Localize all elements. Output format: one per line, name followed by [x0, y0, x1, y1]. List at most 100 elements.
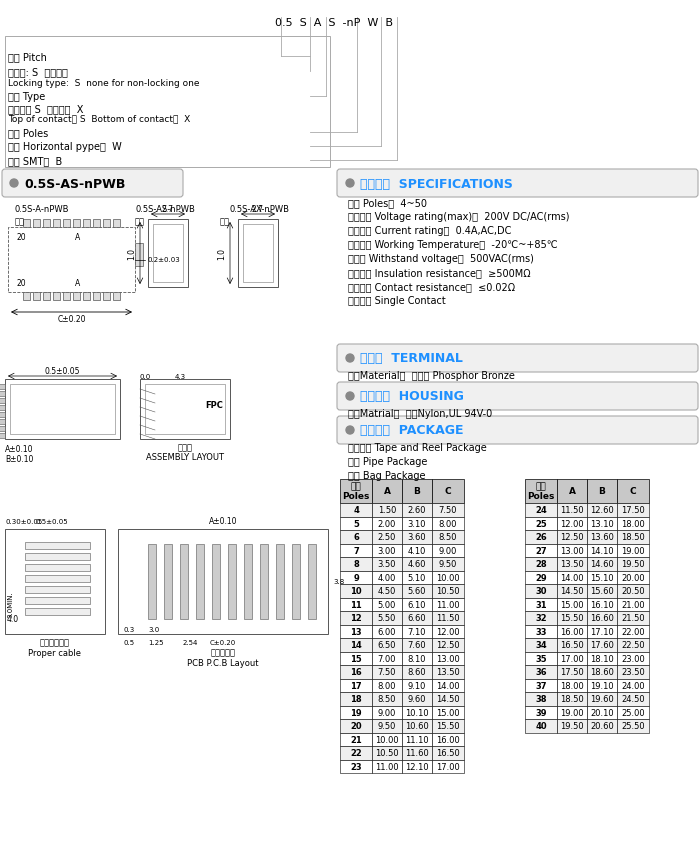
- Text: 0.3: 0.3: [123, 626, 134, 632]
- Bar: [402, 480, 432, 504]
- Bar: [93, 220, 100, 228]
- Text: A±0.10: A±0.10: [209, 517, 237, 526]
- Text: 0.5S-AS-nPWB: 0.5S-AS-nPWB: [135, 205, 195, 214]
- Bar: [372, 585, 402, 598]
- Text: 8: 8: [353, 560, 359, 568]
- Bar: [525, 706, 557, 719]
- Text: 安装图: 安装图: [178, 443, 193, 452]
- Text: 2.50: 2.50: [378, 533, 396, 542]
- Bar: [63, 220, 70, 228]
- Bar: [402, 544, 432, 557]
- Text: A±0.10: A±0.10: [5, 445, 34, 454]
- Text: C±0.20: C±0.20: [210, 639, 236, 645]
- Text: 12.50: 12.50: [560, 533, 584, 542]
- Bar: [372, 517, 402, 530]
- Bar: [617, 517, 649, 530]
- Text: 極數 Poles: 極數 Poles: [8, 127, 48, 138]
- Text: 7.00: 7.00: [378, 654, 396, 663]
- Bar: [587, 638, 617, 652]
- Bar: [238, 220, 278, 288]
- Bar: [372, 733, 402, 746]
- Text: 4.60: 4.60: [407, 560, 426, 568]
- Bar: [617, 706, 649, 719]
- Text: 6.10: 6.10: [407, 600, 426, 609]
- Text: 0.30±0.05: 0.30±0.05: [5, 518, 42, 524]
- Bar: [340, 530, 372, 544]
- Bar: [113, 293, 120, 300]
- Text: 19.60: 19.60: [590, 695, 614, 703]
- Bar: [340, 544, 372, 557]
- Bar: [617, 571, 649, 585]
- FancyBboxPatch shape: [337, 382, 698, 411]
- Text: 3.10: 3.10: [407, 519, 426, 528]
- Text: 尾接: 尾接: [220, 217, 230, 226]
- Text: 16.00: 16.00: [436, 735, 460, 744]
- Bar: [0, 426, 5, 431]
- Text: 20: 20: [16, 233, 26, 242]
- Text: 7.50: 7.50: [378, 667, 396, 677]
- Bar: [402, 611, 432, 625]
- Bar: [557, 638, 587, 652]
- Bar: [432, 666, 464, 678]
- Text: 0.5S-AS-nPWB: 0.5S-AS-nPWB: [24, 177, 125, 190]
- Bar: [5, 530, 105, 635]
- Text: B: B: [598, 487, 606, 496]
- Bar: [557, 706, 587, 719]
- Text: 10.50: 10.50: [375, 748, 399, 758]
- Text: 側接: 側接: [135, 217, 145, 226]
- Text: 24: 24: [535, 505, 547, 515]
- FancyBboxPatch shape: [337, 344, 698, 373]
- Text: 14.00: 14.00: [560, 573, 584, 582]
- Text: 1.25: 1.25: [148, 639, 164, 645]
- Text: 臥式 Horizontal pype：  W: 臥式 Horizontal pype： W: [8, 142, 122, 152]
- Bar: [164, 544, 172, 619]
- Bar: [525, 638, 557, 652]
- Bar: [25, 586, 90, 593]
- Bar: [402, 733, 432, 746]
- Bar: [617, 557, 649, 571]
- Bar: [340, 611, 372, 625]
- Text: 0.2±0.03: 0.2±0.03: [147, 257, 180, 263]
- Bar: [617, 638, 649, 652]
- Text: 0.5  S  A  S  -nP  W  B: 0.5 S A S -nP W B: [275, 18, 393, 28]
- Bar: [557, 692, 587, 706]
- Bar: [73, 293, 80, 300]
- Bar: [402, 571, 432, 585]
- Bar: [0, 406, 5, 411]
- Bar: [402, 557, 432, 571]
- Bar: [525, 611, 557, 625]
- Text: 4.0: 4.0: [7, 615, 19, 623]
- Text: 塑膠本體  HOUSING: 塑膠本體 HOUSING: [360, 390, 464, 403]
- Text: 18.00: 18.00: [560, 681, 584, 690]
- Circle shape: [346, 180, 354, 188]
- Bar: [432, 517, 464, 530]
- Text: 35: 35: [536, 654, 547, 663]
- Text: 接觸電阻 Contact resistance：  ≤0.02Ω: 接觸電阻 Contact resistance： ≤0.02Ω: [348, 282, 515, 292]
- Bar: [340, 480, 372, 504]
- Text: 16.10: 16.10: [590, 600, 614, 609]
- Bar: [212, 544, 220, 619]
- Text: 9.00: 9.00: [378, 708, 396, 717]
- Bar: [25, 564, 90, 572]
- Bar: [372, 759, 402, 773]
- Bar: [402, 666, 432, 678]
- Bar: [228, 544, 236, 619]
- Text: 31: 31: [536, 600, 547, 609]
- Text: 18.00: 18.00: [621, 519, 645, 528]
- Bar: [25, 608, 90, 616]
- Bar: [525, 517, 557, 530]
- Text: 13.00: 13.00: [436, 654, 460, 663]
- Bar: [617, 692, 649, 706]
- Text: 12.00: 12.00: [560, 519, 584, 528]
- Bar: [432, 557, 464, 571]
- Text: 1.0: 1.0: [217, 248, 226, 260]
- Text: 4.50: 4.50: [378, 586, 396, 596]
- Bar: [432, 733, 464, 746]
- Text: 8.10: 8.10: [407, 654, 426, 663]
- Bar: [617, 598, 649, 611]
- Text: 8.60: 8.60: [407, 667, 426, 677]
- Text: 22.00: 22.00: [621, 627, 645, 636]
- Text: 34: 34: [536, 641, 547, 649]
- Bar: [525, 598, 557, 611]
- Bar: [557, 666, 587, 678]
